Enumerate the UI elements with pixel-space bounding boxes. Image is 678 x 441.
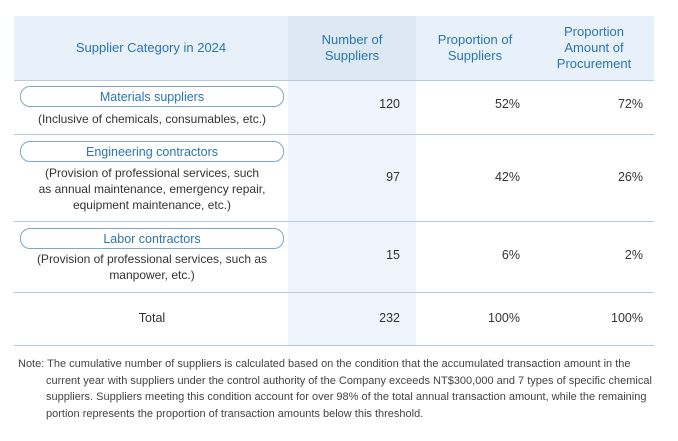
total-label: Total <box>138 311 166 325</box>
table-bottom-border <box>14 345 654 346</box>
proportion-engineering: 42% <box>494 170 520 184</box>
proportion-materials: 52% <box>494 97 520 111</box>
number-column-shade <box>288 80 416 345</box>
amount-engineering: 26% <box>617 170 643 184</box>
table-header: Supplier Category in 2024 Number of Supp… <box>14 16 654 81</box>
footnote-text: Note: The cumulative number of suppliers… <box>18 358 652 420</box>
category-desc-materials: (Inclusive of chemicals, consumables, et… <box>37 112 267 126</box>
header-number: Number of Suppliers <box>288 16 416 80</box>
row-divider <box>14 134 654 135</box>
row-divider <box>14 221 654 222</box>
number-materials: 120 <box>379 97 400 111</box>
amount-labor: 2% <box>624 248 643 262</box>
footnote: Note: The cumulative number of suppliers… <box>18 356 658 422</box>
row-divider <box>14 292 654 293</box>
number-total: 232 <box>379 311 400 325</box>
header-amount: Proportion Amount of Procurement <box>556 24 632 71</box>
category-pill-materials: Materials suppliers <box>20 86 284 107</box>
category-desc-engineering: (Provision of professional services, suc… <box>38 166 266 212</box>
category-pill-labor: Labor contractors <box>20 228 284 249</box>
category-pill-engineering: Engineering contractors <box>20 141 284 162</box>
proportion-total: 100% <box>488 311 520 325</box>
amount-materials: 72% <box>617 97 643 111</box>
header-proportion: Proportion of Suppliers <box>437 32 513 63</box>
proportion-labor: 6% <box>501 248 520 262</box>
header-category: Supplier Category in 2024 <box>75 40 227 55</box>
number-engineering: 97 <box>386 170 400 184</box>
amount-total: 100% <box>611 311 643 325</box>
number-labor: 15 <box>386 248 400 262</box>
category-desc-labor: (Provision of professional services, suc… <box>36 252 268 282</box>
